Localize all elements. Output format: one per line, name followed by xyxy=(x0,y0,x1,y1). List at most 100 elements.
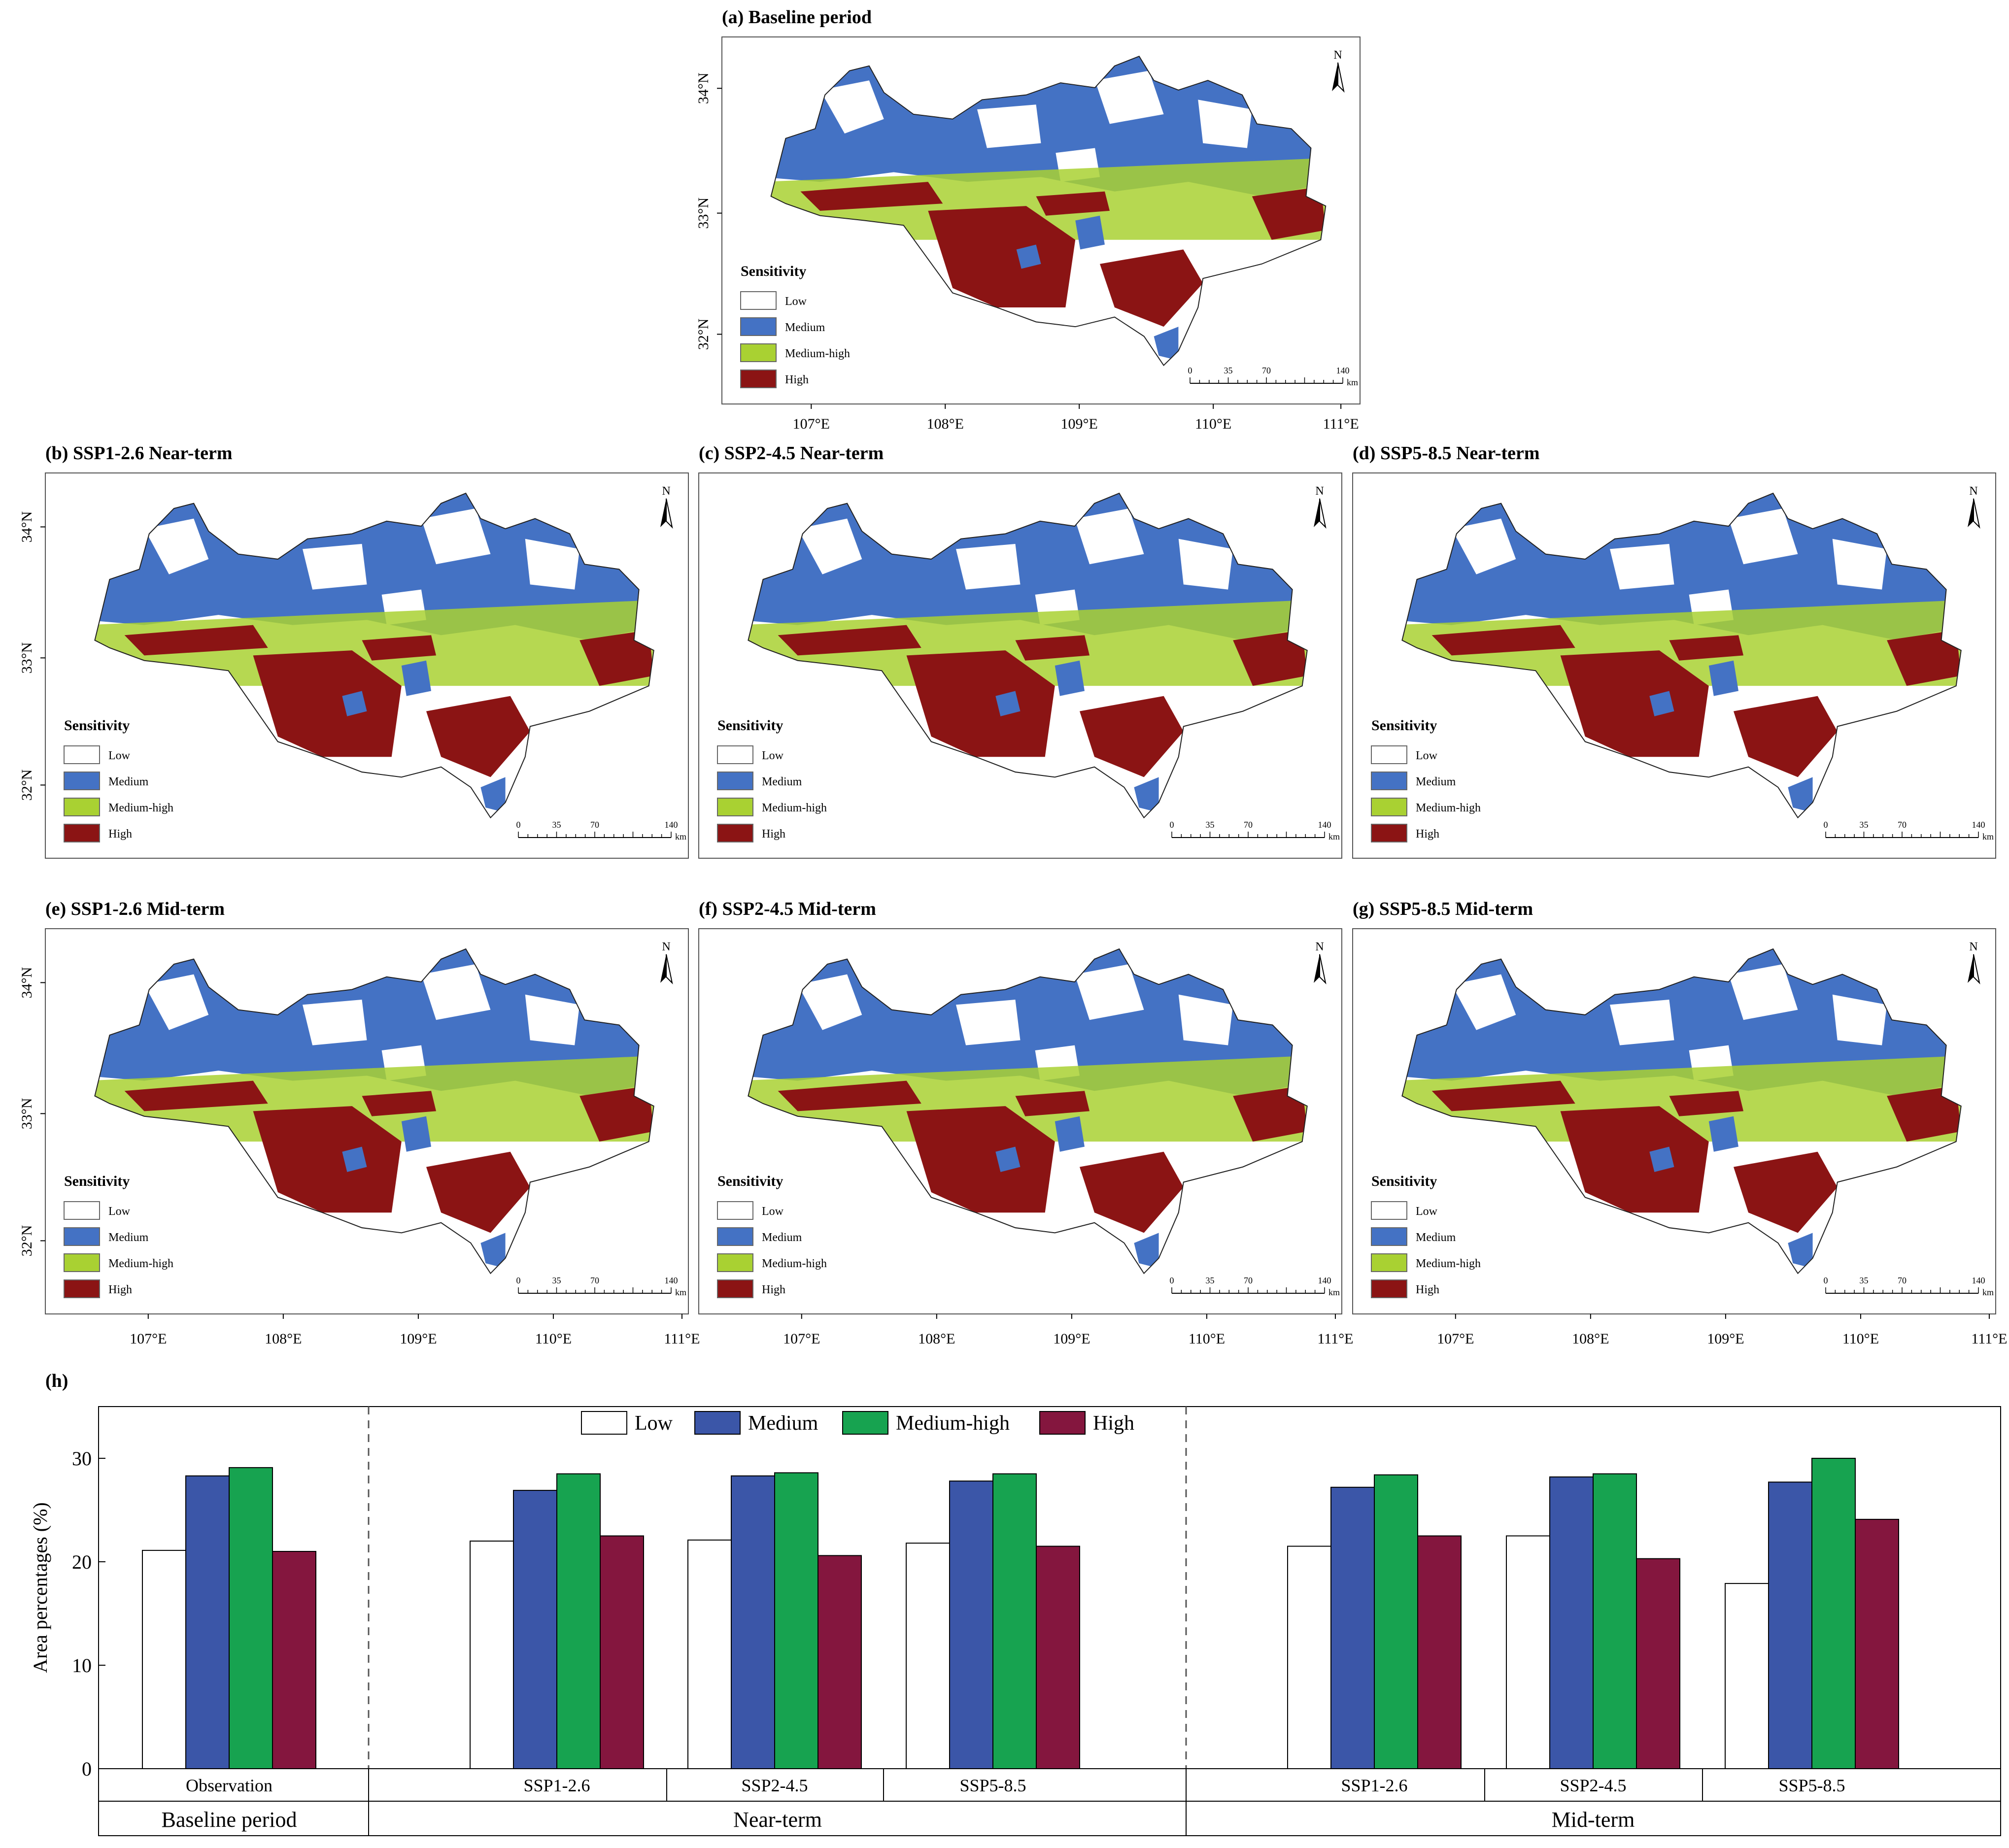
scale-unit: km xyxy=(675,1287,686,1297)
lon-label: 108°E xyxy=(918,1331,955,1347)
scale-tick-label: 35 xyxy=(552,1276,561,1285)
bar-group-7 xyxy=(1725,1458,1899,1770)
north-arrow-icon: N xyxy=(1968,485,1980,529)
lon-label: 107°E xyxy=(793,416,830,432)
bar-low xyxy=(1725,1583,1769,1770)
legend-swatch xyxy=(1371,798,1407,816)
scale-tick-label: 35 xyxy=(1206,1276,1215,1285)
bar-medium xyxy=(1330,1486,1375,1770)
legend-swatch xyxy=(740,343,777,362)
chart-title: (h) xyxy=(45,1371,68,1391)
scale-bar: 0 35 70 140 km xyxy=(1188,366,1359,387)
lat-label: 33°N xyxy=(19,642,35,674)
bar-group-1 xyxy=(142,1467,316,1769)
scale-bar: 0 35 70 140 km xyxy=(1824,820,1994,841)
north-arrow-icon: N xyxy=(1968,941,1980,985)
legend-title: Sensitivity xyxy=(741,263,806,279)
bar-medium xyxy=(513,1490,557,1770)
legend-swatch xyxy=(64,1201,100,1220)
y-tick-label: 20 xyxy=(72,1551,92,1573)
legend-label: High xyxy=(762,828,785,840)
map-panel-a: (a) Baseline period N Sensitivity Low Medium… xyxy=(695,7,1361,432)
bar-medium-high xyxy=(1374,1474,1418,1770)
north-arrow-icon: N xyxy=(660,485,673,529)
lat-label: 32°N xyxy=(19,770,35,801)
lon-label: 108°E xyxy=(1572,1331,1609,1347)
scale-unit: km xyxy=(1347,377,1358,387)
scale-tick-label: 70 xyxy=(1262,366,1271,375)
chart-legend-item: Low xyxy=(581,1411,673,1435)
chart-legend-item: Medium-high xyxy=(842,1411,1010,1435)
lon-label: 111°E xyxy=(1317,1331,1353,1347)
category-label: Observation xyxy=(186,1776,272,1795)
legend-label: Medium-high xyxy=(762,1257,827,1270)
legend-swatch xyxy=(64,1227,100,1246)
map-panel-e: (e) SSP1-2.6 Mid-term N Sensitivity Low Medi… xyxy=(19,899,700,1347)
legend-swatch xyxy=(1039,1411,1086,1435)
lat-label: 32°N xyxy=(19,1225,35,1257)
map-title: (g) SSP5-8.5 Mid-term xyxy=(1353,899,1533,919)
legend-swatch xyxy=(64,824,100,842)
legend-label: Medium xyxy=(748,1412,818,1435)
bar-high xyxy=(272,1551,316,1769)
lon-label: 108°E xyxy=(927,416,964,432)
lat-label: 32°N xyxy=(695,319,712,350)
legend-swatch xyxy=(64,772,100,790)
lon-label: 109°E xyxy=(400,1331,437,1347)
sensitivity-legend: Sensitivity Low Medium Medium-high High xyxy=(64,717,173,842)
sensitivity-legend: Sensitivity Low Medium Medium-high High xyxy=(740,263,850,388)
legend-swatch xyxy=(1371,745,1407,764)
legend-swatch xyxy=(740,370,777,388)
scale-unit: km xyxy=(1328,832,1340,841)
legend-label: Medium-high xyxy=(762,802,827,814)
map-title: (e) SSP1-2.6 Mid-term xyxy=(45,899,225,919)
legend-label: Medium xyxy=(108,775,149,788)
legend-label: Low xyxy=(635,1412,673,1435)
scale-bar: 0 35 70 140 km xyxy=(1170,1276,1340,1297)
bar-high xyxy=(1855,1518,1899,1769)
legend-label: High xyxy=(108,1283,132,1296)
bar-low xyxy=(687,1539,732,1769)
bar-group-5 xyxy=(1287,1474,1462,1770)
sensitivity-legend: Sensitivity Low Medium Medium-high High xyxy=(1371,717,1481,842)
bar-medium-high xyxy=(992,1473,1037,1769)
bar-low xyxy=(470,1541,514,1769)
legend-label: High xyxy=(1416,1283,1439,1296)
bar-group-6 xyxy=(1506,1473,1680,1770)
lon-label: 110°E xyxy=(1842,1331,1879,1347)
scale-tick-label: 35 xyxy=(1206,820,1215,830)
category-label: SSP5-8.5 xyxy=(959,1776,1026,1795)
scale-tick-label: 140 xyxy=(1336,366,1350,375)
svg-text:N: N xyxy=(1969,485,1977,498)
scale-tick-label: 0 xyxy=(1188,366,1192,375)
sensitivity-legend: Sensitivity Low Medium Medium-high High xyxy=(717,717,827,842)
legend-title: Sensitivity xyxy=(1371,1173,1437,1189)
svg-text:N: N xyxy=(1969,941,1977,953)
scale-tick-label: 140 xyxy=(1972,820,1985,830)
y-tick-label: 0 xyxy=(82,1758,92,1780)
map-panels: (a) Baseline period N Sensitivity Low Medium… xyxy=(19,7,2008,1347)
legend-swatch xyxy=(64,745,100,764)
lon-label: 110°E xyxy=(535,1331,572,1347)
lon-label: 107°E xyxy=(783,1331,820,1347)
scale-tick-label: 0 xyxy=(516,820,521,830)
scale-tick-label: 140 xyxy=(1972,1276,1985,1285)
scale-bar: 0 35 70 140 km xyxy=(516,820,687,841)
scale-tick-label: 35 xyxy=(1224,366,1233,375)
legend-label: Medium xyxy=(762,775,802,788)
scale-tick-label: 0 xyxy=(1824,820,1828,830)
bar-group-4 xyxy=(906,1473,1080,1769)
legend-label: Low xyxy=(1416,749,1438,762)
legend-label: Medium-high xyxy=(108,802,173,814)
bar-medium xyxy=(1768,1481,1812,1770)
legend-swatch xyxy=(717,1201,753,1220)
lon-label: 110°E xyxy=(1195,416,1231,432)
bar-low xyxy=(142,1549,186,1769)
legend-title: Sensitivity xyxy=(717,1173,783,1189)
legend-label: Medium xyxy=(108,1231,149,1244)
y-tick-label: 10 xyxy=(72,1654,92,1677)
scale-tick-label: 35 xyxy=(552,820,561,830)
bar-medium-high xyxy=(1811,1458,1856,1769)
bar-group-2 xyxy=(470,1473,644,1770)
north-arrow-icon: N xyxy=(1314,941,1327,985)
